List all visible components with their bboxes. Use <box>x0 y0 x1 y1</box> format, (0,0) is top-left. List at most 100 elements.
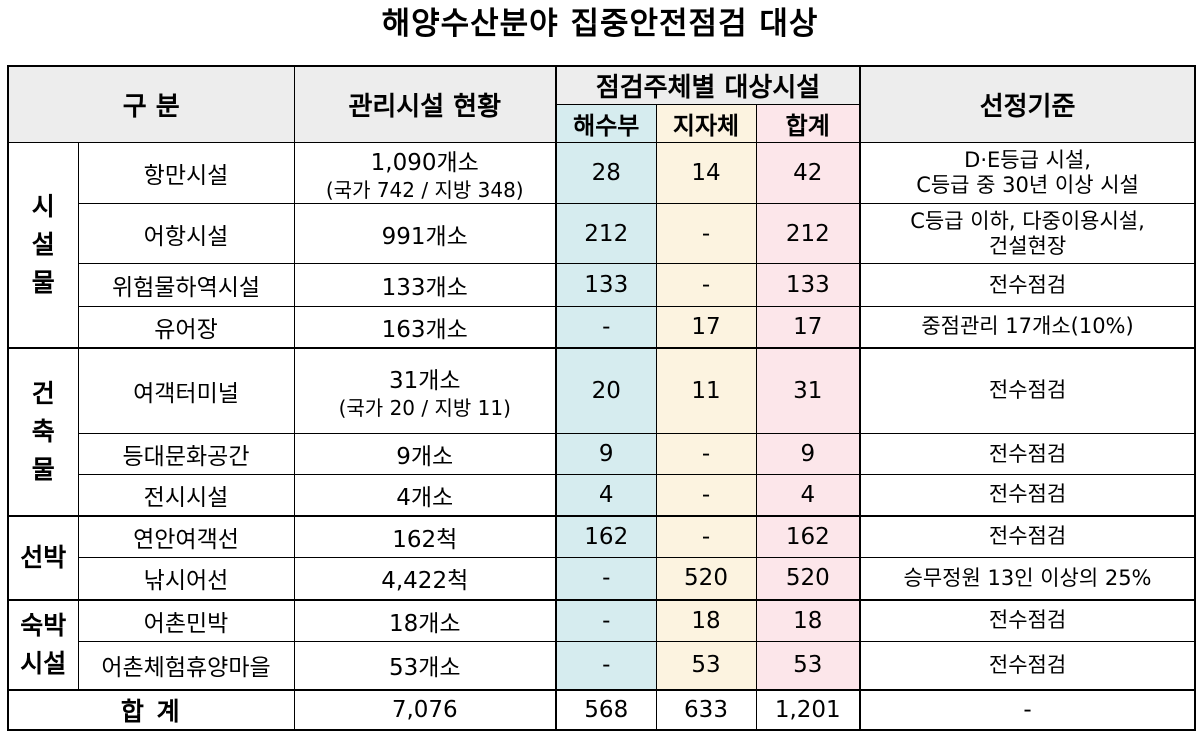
local-count: - <box>655 263 757 307</box>
local-count: 14 <box>655 142 757 204</box>
criteria-line: 전수점검 <box>988 482 1067 507</box>
criteria: 전수점검 <box>859 599 1196 642</box>
facility-count: 1,090개소 (국가 742 / 지방 348) <box>293 142 557 204</box>
sum-count: 4 <box>755 474 862 517</box>
table-row: 건 축 물 여객터미널 31개소 (국가 20 / 지방 11) 20 11 31 전수점검 <box>7 347 1196 517</box>
table-row: 선박 연안여객선 162척 162-162 전수점검 <box>7 515 1196 601</box>
group-label-line: 축 <box>31 416 55 446</box>
facility-count-main: 163개소 <box>381 316 468 343</box>
local-count: 520 <box>655 557 757 601</box>
table-row: 숙박 시설 어촌민박 18개소 -18 18 전수점검 <box>7 599 1196 691</box>
facility-count-main: 31개소 <box>388 367 461 394</box>
facility-count-main: 4개소 <box>396 484 454 511</box>
facility-count: 53개소 <box>293 641 557 691</box>
criteria: 전수점검 <box>859 347 1196 434</box>
criteria-line: 중점관리 17개소(10%) <box>921 314 1134 339</box>
header-criteria: 선정기준 <box>859 65 1196 143</box>
group-label: 선박 <box>7 515 79 601</box>
mof-count: - <box>555 599 657 642</box>
local-count: 11 <box>655 347 757 434</box>
criteria-line: C등급 이하, 다중이용시설, <box>910 208 1145 233</box>
facility-name: 연안여객선 <box>77 515 295 558</box>
group-label-line: 설 <box>31 229 55 259</box>
criteria: 승무정원 13인 이상의 25% <box>859 557 1196 601</box>
mof-count: 4 <box>555 474 657 517</box>
group-label-line: 물 <box>31 454 55 484</box>
facility-count-main: 53개소 <box>388 655 461 682</box>
mof-count: - <box>555 641 657 691</box>
facility-name: 낚시어선 <box>77 557 295 601</box>
criteria-line: 전수점검 <box>988 272 1067 297</box>
facility-count-main: 1,090개소 <box>370 150 479 176</box>
criteria: 중점관리 17개소(10%) <box>859 306 1196 349</box>
facility-count-sub: (국가 742 / 지방 348) <box>325 178 524 202</box>
total-criteria: - <box>859 688 1196 731</box>
facility-count: 9개소 <box>293 433 557 475</box>
criteria: 전수점검 <box>859 474 1196 517</box>
criteria: 전수점검 <box>859 433 1196 475</box>
table-row: 전시시설 4개소 4-4 전수점검 <box>8 474 1196 517</box>
facility-count-main: 162척 <box>392 526 458 553</box>
total-facility: 7,076 <box>293 688 557 731</box>
sum-count: 53 <box>755 641 862 691</box>
mof-count: 28 <box>555 142 657 204</box>
header-sum: 합계 <box>755 104 862 143</box>
group-label-line: 건 <box>31 378 55 408</box>
sum-count: 18 <box>755 599 862 642</box>
table-body: 시 설 물 항만시설 1,090개소 (국가 742 / 지방 348) 28 14 42 D·E… <box>7 142 1196 691</box>
header-local: 지자체 <box>655 104 757 143</box>
sum-count: 42 <box>755 142 862 204</box>
facility-count-main: 4,422척 <box>381 568 469 595</box>
total-sum: 1,201 <box>755 688 862 731</box>
facility-count-sub: (국가 20 / 지방 11) <box>338 395 511 420</box>
local-count: - <box>655 474 757 517</box>
sum-count: 520 <box>755 557 862 601</box>
group-label-line: 시설 <box>20 648 67 678</box>
facility-name: 등대문화공간 <box>77 433 295 475</box>
criteria-line: 건설현장 <box>988 233 1067 258</box>
criteria-line: 전수점검 <box>988 652 1067 677</box>
table-row: 낚시어선 4,422척 -520 520 승무정원 13인 이상의 25% <box>8 557 1196 601</box>
facility-name: 항만시설 <box>77 142 295 204</box>
mof-count: - <box>555 557 657 601</box>
facility-name: 어촌민박 <box>77 599 295 642</box>
local-count: - <box>655 515 757 558</box>
mof-count: - <box>555 306 657 349</box>
criteria-line: D·E등급 시설, <box>964 148 1091 172</box>
facility-name: 위험물하역시설 <box>77 263 295 307</box>
facility-count: 18개소 <box>293 599 557 642</box>
facility-name: 유어장 <box>77 306 295 349</box>
local-count: - <box>655 433 757 475</box>
criteria-line: C등급 중 30년 이상 시설 <box>916 173 1139 197</box>
table-row: 시 설 물 항만시설 1,090개소 (국가 742 / 지방 348) 28 14 42 D·E… <box>7 142 1196 349</box>
local-count: 18 <box>655 599 757 642</box>
group-label-line: 선박 <box>20 542 67 572</box>
sum-count: 162 <box>755 515 862 558</box>
facility-count: 163개소 <box>293 306 557 349</box>
criteria-line: 전수점검 <box>988 608 1067 633</box>
mof-count: 20 <box>555 347 657 434</box>
table-row: 등대문화공간 9개소 9-9 전수점검 <box>8 433 1196 475</box>
facility-count: 31개소 (국가 20 / 지방 11) <box>293 347 557 434</box>
group-label-line: 숙박 <box>20 610 67 640</box>
table-row: 어항시설 991개소 212-212 C등급 이하, 다중이용시설, 건설현장 <box>8 203 1196 264</box>
local-count: 17 <box>655 306 757 349</box>
header-facilities: 관리시설 현황 <box>293 65 557 143</box>
table-row: 유어장 163개소 -17 17 중점관리 17개소(10%) <box>8 306 1196 349</box>
total-local: 633 <box>655 688 757 731</box>
sum-count: 17 <box>755 306 862 349</box>
page-title: 해양수산분야 집중안전점검 대상 <box>381 6 819 42</box>
total-label: 합 계 <box>7 688 295 731</box>
sum-count: 31 <box>755 347 862 434</box>
criteria: 전수점검 <box>859 641 1196 691</box>
mof-count: 9 <box>555 433 657 475</box>
group-label-line: 시 <box>31 191 55 221</box>
facility-name: 어촌체험휴양마을 <box>77 641 295 691</box>
criteria-line: 전수점검 <box>988 378 1067 403</box>
facility-count: 4개소 <box>293 474 557 517</box>
local-count: - <box>655 203 757 264</box>
facility-count-main: 9개소 <box>396 444 454 470</box>
total-row: 합 계 7,076 568 633 1,201 - <box>7 688 1196 731</box>
sum-count: 9 <box>755 433 862 475</box>
